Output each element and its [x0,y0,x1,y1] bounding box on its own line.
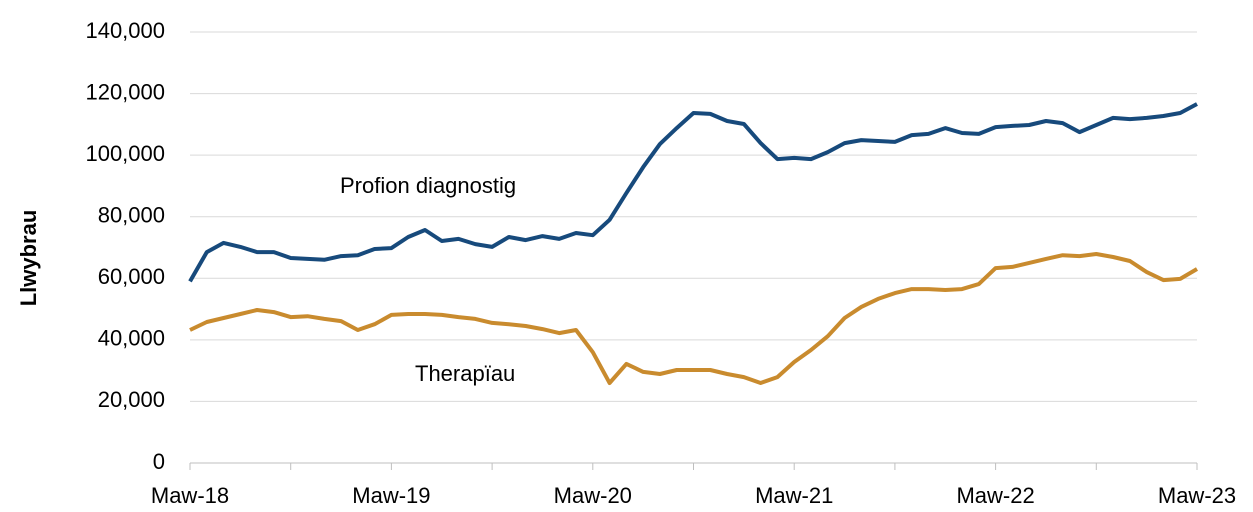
x-tick-label: Maw-18 [151,483,229,508]
x-tick-label: Maw-21 [755,483,833,508]
x-tick-label: Maw-20 [554,483,632,508]
x-tick-label: Maw-19 [352,483,430,508]
series-label: Therapïau [415,361,515,386]
y-tick-label: 100,000 [85,141,165,166]
y-tick-label: 0 [153,449,165,474]
y-tick-label: 60,000 [98,264,165,289]
y-tick-label: 40,000 [98,326,165,351]
x-tick-label: Maw-23 [1158,483,1236,508]
series-label: Profion diagnostig [340,173,516,198]
y-axis-label: Llwybrau [16,210,41,307]
line-series [188,102,1198,283]
y-tick-label: 120,000 [85,79,165,104]
y-tick-label: 80,000 [98,203,165,228]
line-series [189,252,1199,385]
y-tick-label: 20,000 [98,387,165,412]
y-tick-label: 140,000 [85,18,165,43]
x-tick-label: Maw-22 [956,483,1034,508]
